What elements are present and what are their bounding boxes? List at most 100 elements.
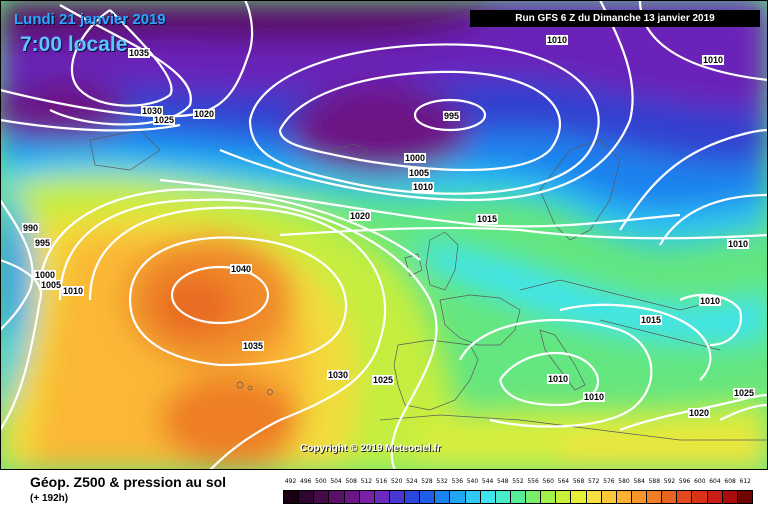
scale-swatch (601, 491, 617, 503)
scale-tick-label: 500 (315, 478, 327, 485)
scale-tick-label: 548 (497, 478, 509, 485)
scale-tick-label: 604 (709, 478, 721, 485)
scale-tick-label: 568 (572, 478, 585, 485)
scale-swatch (737, 491, 752, 503)
color-scale-ticks: 492 496 500 504 508 512 516 520 524 528 532 536 540 5… (283, 478, 753, 488)
scale-swatch (314, 491, 330, 503)
scale-swatch (480, 491, 496, 503)
scale-tick-label: 584 (633, 478, 645, 485)
scale-swatch (722, 491, 738, 503)
scale-tick-label: 532 (436, 478, 448, 485)
isobar-label: 1020 (349, 211, 372, 221)
geopotential-color-field (0, 0, 768, 470)
run-info: Run GFS 6 Z du Dimanche 13 janvier 2019 (470, 10, 760, 27)
scale-tick-label: 528 (421, 478, 433, 485)
geopotential-map-svg (0, 0, 768, 470)
isobar-label: 995 (34, 238, 52, 248)
scale-swatch (526, 491, 542, 503)
scale-swatch (707, 491, 723, 503)
scale-tick-label: 536 (451, 478, 464, 485)
scale-tick-label: 516 (375, 478, 388, 485)
scale-swatch (284, 491, 300, 503)
copyright-text: Copyright © 2019 Meteociel.fr (300, 443, 441, 454)
scale-swatch (450, 491, 466, 503)
forecast-time: 7:00 locale (20, 33, 128, 56)
scale-tick-label: 596 (678, 478, 691, 485)
isobar-label: 1025 (733, 388, 756, 398)
scale-swatch (359, 491, 375, 503)
scale-tick-label: 608 (724, 478, 736, 485)
map-title: Géop. Z500 & pression au sol (30, 474, 227, 490)
scale-swatch (344, 491, 360, 503)
isobar-label: 1020 (193, 109, 216, 119)
color-scale-bar (283, 490, 753, 504)
isobar-label: 990 (22, 223, 40, 233)
isobar-label: 1035 (128, 48, 151, 58)
scale-swatch (465, 491, 481, 503)
scale-swatch (389, 491, 405, 503)
scale-swatch (405, 491, 421, 503)
scale-tick-label: 580 (618, 478, 630, 485)
scale-tick-label: 564 (557, 478, 570, 485)
isobar-label: 1010 (699, 296, 722, 306)
isobar-label: 1010 (412, 182, 435, 192)
scale-tick-label: 520 (390, 478, 403, 485)
isobar-label: 1010 (62, 286, 85, 296)
scale-tick-label: 512 (360, 478, 373, 485)
isobar-label: 1010 (583, 392, 606, 402)
isobar-lines (0, 0, 768, 470)
scale-tick-label: 560 (542, 478, 554, 485)
scale-tick-label: 576 (603, 478, 615, 485)
isobar-label: 1040 (230, 264, 253, 274)
isobar-label: 1005 (40, 280, 63, 290)
scale-tick-label: 592 (663, 478, 676, 485)
scale-swatch (495, 491, 511, 503)
scale-swatch (329, 491, 345, 503)
isobar-label: 1010 (546, 35, 569, 45)
scale-swatch (571, 491, 587, 503)
scale-swatch (420, 491, 436, 503)
scale-tick-label: 504 (330, 478, 342, 485)
scale-swatch (662, 491, 678, 503)
isobar-label: 1005 (408, 168, 431, 178)
scale-swatch (647, 491, 663, 503)
isobar-label: 1010 (547, 374, 570, 384)
scale-swatch (692, 491, 708, 503)
scale-tick-label: 572 (587, 478, 600, 485)
scale-tick-label: 496 (300, 478, 312, 485)
isobar-label: 1010 (702, 55, 725, 65)
scale-swatch (616, 491, 632, 503)
isobar-label: 995 (443, 111, 461, 121)
scale-swatch (556, 491, 572, 503)
scale-tick-label: 544 (481, 478, 494, 485)
isobar-label: 1015 (476, 214, 499, 224)
isobar-label: 1025 (153, 115, 176, 125)
weather-map: 1035 1030 1025 1020 1010 1010 995 1000 1… (0, 0, 768, 470)
isobar-label: 1015 (640, 315, 663, 325)
scale-tick-label: 556 (527, 478, 539, 485)
scale-tick-label: 552 (512, 478, 524, 485)
isobar-label: 1030 (141, 106, 164, 116)
scale-tick-label: 524 (406, 478, 418, 485)
scale-swatch (586, 491, 602, 503)
scale-tick-label: 612 (739, 478, 751, 485)
scale-swatch (677, 491, 693, 503)
isobar-label: 1010 (727, 239, 750, 249)
isobar-label: 1035 (242, 341, 265, 351)
isobar-label: 1025 (372, 375, 395, 385)
scale-tick-label: 540 (466, 478, 479, 485)
isobar-label: 1000 (34, 270, 57, 280)
scale-swatch (510, 491, 526, 503)
isobar-label: 1000 (404, 153, 427, 163)
forecast-offset: (+ 192h) (30, 493, 69, 504)
scale-tick-label: 588 (648, 478, 661, 485)
isobar-label: 1020 (688, 408, 711, 418)
scale-swatch (299, 491, 315, 503)
scale-tick-label: 600 (694, 478, 706, 485)
scale-swatch (374, 491, 390, 503)
scale-tick-label: 492 (284, 478, 297, 485)
scale-tick-label: 508 (345, 478, 357, 485)
isobar-label: 1030 (327, 370, 350, 380)
scale-swatch (631, 491, 647, 503)
forecast-date: Lundi 21 janvier 2019 (14, 11, 166, 28)
